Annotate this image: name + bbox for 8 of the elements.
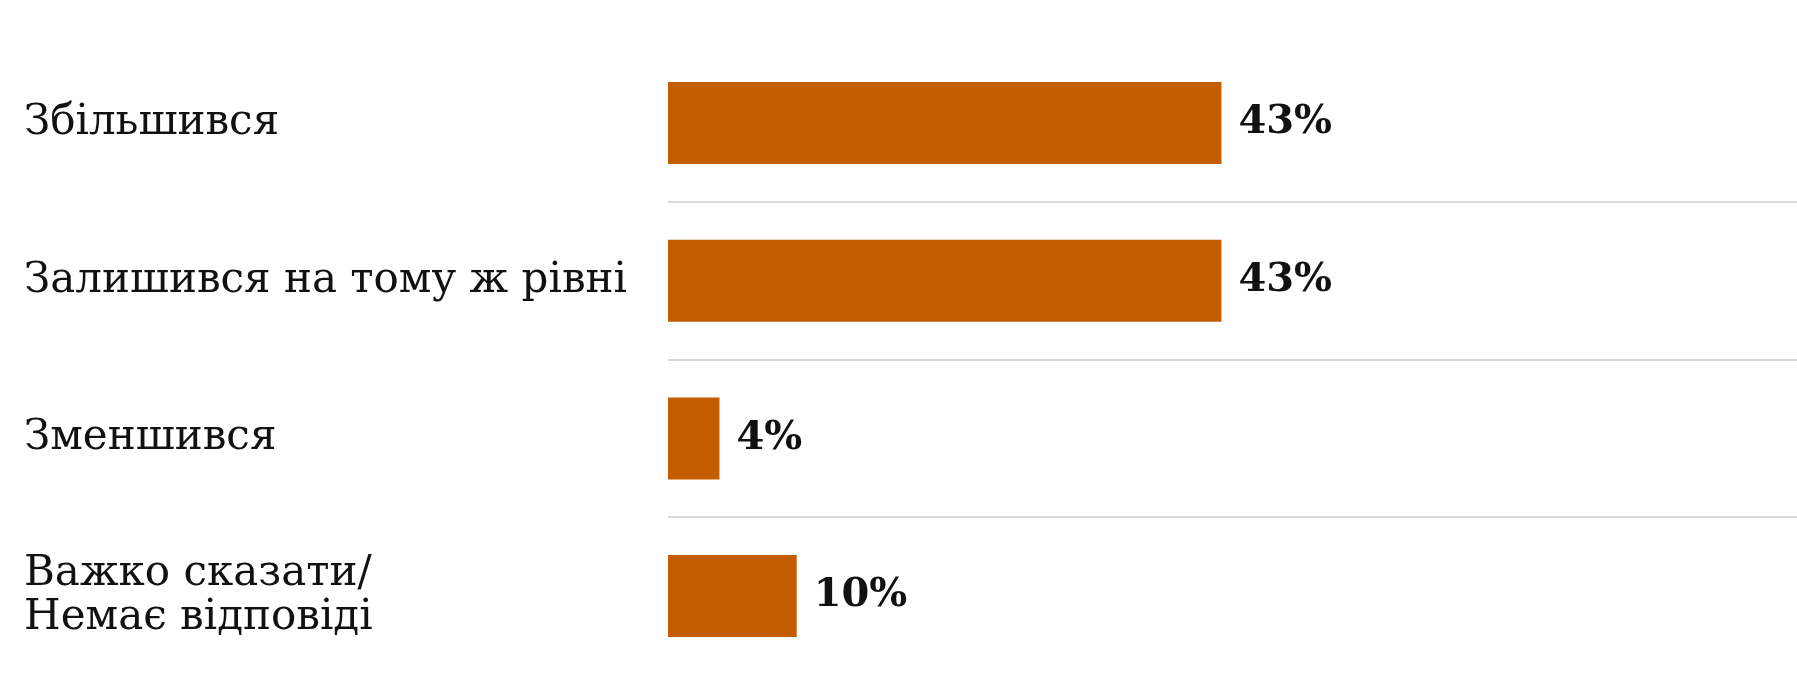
y-tick-label: Зменшився bbox=[24, 410, 277, 460]
data-label: 43% bbox=[1238, 253, 1333, 301]
y-tick-label: Залишився на тому ж рівні bbox=[24, 252, 627, 302]
data-label: 10% bbox=[813, 568, 908, 616]
data-label: 43% bbox=[1238, 95, 1333, 143]
y-tick-label: Збільшився bbox=[24, 94, 280, 144]
y-tick-label: Важко сказати/ Немає відповіді bbox=[24, 545, 373, 640]
data-label: 4% bbox=[736, 410, 803, 458]
